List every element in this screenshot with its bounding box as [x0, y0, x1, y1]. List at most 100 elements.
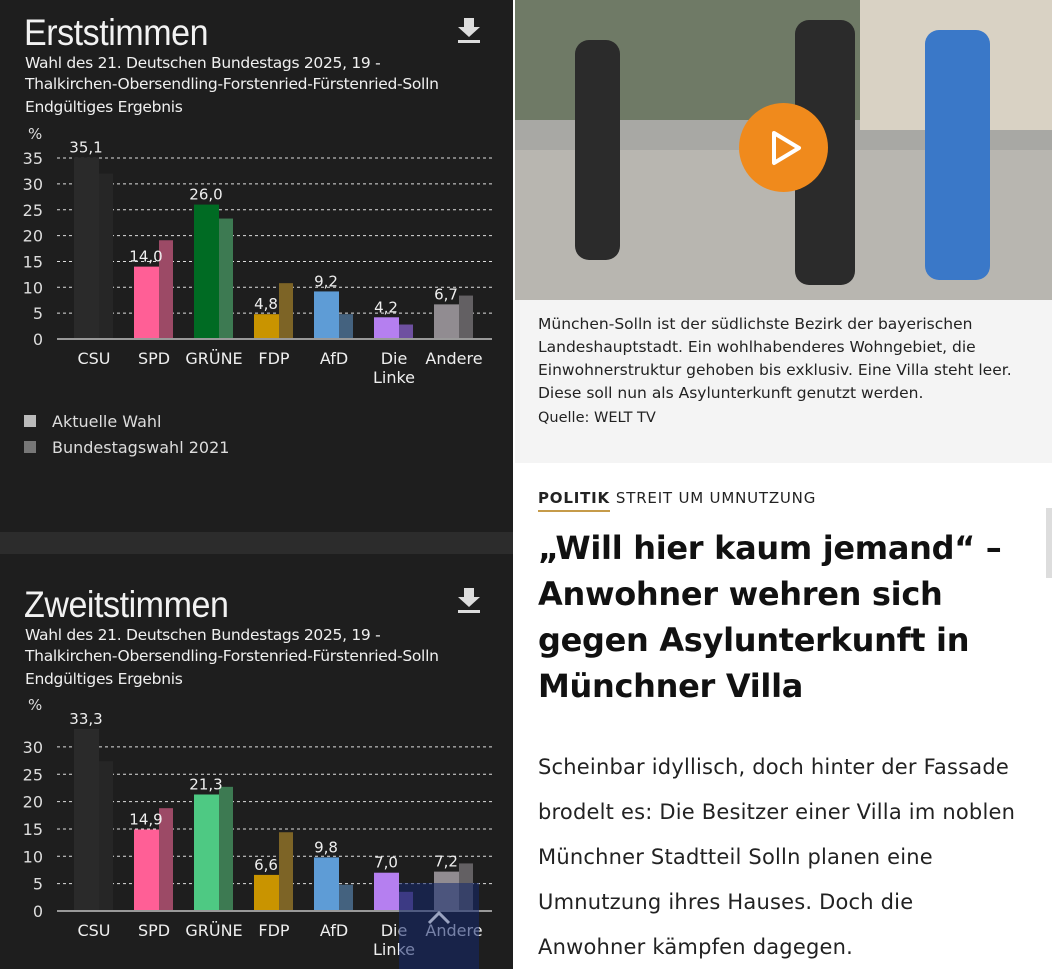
y-tick-label: 30	[23, 175, 43, 194]
bar-2021	[339, 884, 353, 911]
x-tick-label: CSU	[77, 349, 110, 368]
legend-label: Bundestagswahl 2021	[52, 437, 230, 457]
y-tick-label: 0	[33, 902, 43, 921]
x-tick-label: Die	[381, 349, 408, 368]
data-label: 4,8	[254, 295, 278, 313]
scrollbar[interactable]	[1046, 508, 1052, 578]
erststimmen-chart: % 0 5 10 15 20 25 30 35 35,1 CSU 14,0 SPD 26,0 GRÜNE 4,…	[23, 125, 492, 387]
data-label: 9,8	[314, 838, 338, 856]
chart-subtitle-2: Thalkirchen-Obersendling-Forstenried-Für…	[25, 75, 439, 93]
zweitstimmen-chart: % 0 5 10 15 20 25 30 33,3 CSU 14,9 SPD 21,3 GRÜNE 6,6 F…	[23, 696, 492, 959]
data-label: 14,9	[129, 810, 162, 828]
x-tick-label: FDP	[258, 349, 290, 368]
x-tick-label: CSU	[77, 921, 110, 940]
video-caption: München-Solln ist der südlichste Bezirk …	[515, 300, 1052, 463]
y-tick-label: 0	[33, 330, 43, 349]
data-label: 35,1	[69, 139, 102, 157]
play-button[interactable]	[739, 103, 828, 192]
bar-current	[374, 872, 399, 911]
erststimmen-panel: Erststimmen Wahl des 21. Deutschen Bunde…	[0, 0, 513, 532]
data-label: 9,2	[314, 272, 338, 290]
bar-2021	[219, 218, 233, 339]
section-link[interactable]: POLITIK	[538, 489, 610, 512]
x-tick-label: FDP	[258, 921, 290, 940]
legend-swatch	[24, 415, 36, 427]
caption-source: Quelle: WELT TV	[538, 410, 656, 426]
bar-current	[314, 291, 339, 339]
legend-swatch	[24, 441, 36, 453]
y-axis-unit: %	[28, 125, 42, 143]
x-tick-label: GRÜNE	[185, 921, 242, 940]
bar-2021	[99, 173, 113, 339]
bar-current	[74, 157, 99, 339]
x-tick-label: AfD	[320, 349, 348, 368]
article-headline: „Will hier kaum jemand“ – Anwohner wehre…	[538, 529, 1002, 705]
y-tick-label: 15	[23, 252, 43, 271]
x-tick-label: Linke	[373, 368, 415, 387]
bar-2021	[279, 283, 293, 339]
legend-label: Aktuelle Wahl	[52, 411, 162, 431]
x-tick-label: Andere	[425, 349, 482, 368]
chart-legend: Aktuelle Wahl Bundestagswahl 2021	[24, 408, 229, 460]
bar-current	[134, 266, 159, 339]
zweitstimmen-panel: Zweitstimmen Wahl des 21. Deutschen Bund…	[0, 554, 513, 969]
bar-2021	[99, 761, 113, 911]
download-icon[interactable]	[455, 16, 483, 44]
chevron-up-icon	[427, 910, 451, 925]
bar-current	[374, 317, 399, 339]
y-tick-label: 5	[33, 875, 43, 894]
y-tick-label: 20	[23, 227, 43, 246]
bar-current	[74, 728, 99, 911]
chart-subtitle-1: Wahl des 21. Deutschen Bundestags 2025, …	[25, 54, 381, 72]
y-tick-label: 10	[23, 278, 43, 297]
chart-title: Erststimmen	[24, 12, 209, 53]
bar-current	[434, 304, 459, 339]
bar-current	[194, 794, 219, 911]
bar-current	[314, 857, 339, 911]
bar-current	[254, 874, 279, 911]
y-tick-label: 20	[23, 793, 43, 812]
bar-2021	[399, 324, 413, 339]
chart-status: Endgültiges Ergebnis	[25, 670, 183, 688]
bar-2021	[159, 240, 173, 339]
x-tick-label: SPD	[138, 349, 170, 368]
bar-2021	[159, 808, 173, 911]
y-tick-label: 30	[23, 738, 43, 757]
caption-text: München-Solln ist der südlichste Bezirk …	[538, 315, 1012, 402]
topline: STREIT UM UMNUTZUNG	[615, 489, 817, 507]
chart-subtitle-2: Thalkirchen-Obersendling-Forstenried-Für…	[25, 647, 439, 665]
data-label: 14,0	[129, 248, 162, 266]
y-tick-label: 15	[23, 820, 43, 839]
bar-2021	[459, 295, 473, 339]
scroll-to-top-button[interactable]	[399, 883, 479, 969]
bar-2021	[279, 832, 293, 911]
data-label: 7,2	[434, 853, 458, 871]
data-label: 6,7	[434, 285, 458, 303]
y-axis-unit: %	[28, 696, 42, 714]
data-label: 26,0	[189, 186, 222, 204]
legend-item-current[interactable]: Aktuelle Wahl	[24, 408, 229, 434]
download-icon[interactable]	[455, 586, 483, 614]
legend-item-2021[interactable]: Bundestagswahl 2021	[24, 434, 229, 460]
y-tick-label: 25	[23, 201, 43, 220]
bar-2021	[339, 314, 353, 339]
article-kicker: POLITIK STREIT UM UMNUTZUNG	[538, 489, 817, 512]
data-label: 7,0	[374, 854, 398, 872]
bar-current	[134, 829, 159, 911]
y-tick-label: 10	[23, 847, 43, 866]
x-tick-label: SPD	[138, 921, 170, 940]
chart-status: Endgültiges Ergebnis	[25, 98, 183, 116]
bar-current	[194, 204, 219, 339]
bar-current	[254, 314, 279, 339]
y-tick-label: 5	[33, 304, 43, 323]
article-intro: Scheinbar idyllisch, doch hinter der Fas…	[538, 755, 1016, 959]
y-tick-label: 25	[23, 765, 43, 784]
x-tick-label: AfD	[320, 921, 348, 940]
x-tick-label: GRÜNE	[185, 349, 242, 368]
charts-panel: Erststimmen Wahl des 21. Deutschen Bunde…	[0, 0, 513, 969]
data-label: 33,3	[69, 710, 102, 728]
chart-title: Zweitstimmen	[24, 584, 229, 625]
data-label: 4,2	[374, 298, 398, 316]
data-label: 6,6	[254, 856, 278, 874]
panel-divider	[0, 532, 513, 554]
